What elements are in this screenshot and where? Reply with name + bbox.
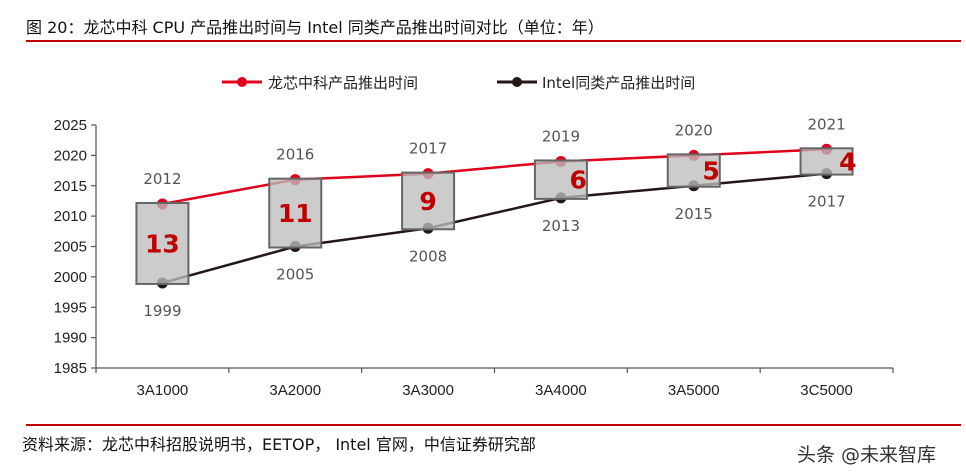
x-category-label: 3A1000: [137, 382, 189, 399]
legend: 龙芯中科产品推出时间 Intel同类产品推出时间: [222, 74, 695, 92]
gap-box: [268, 177, 323, 249]
series-line-intel: [162, 172, 827, 285]
y-tick-label: 2020: [54, 147, 87, 164]
gap-box: [799, 147, 854, 176]
y-tick-label: 1985: [54, 360, 87, 377]
gap-box: [401, 171, 456, 231]
gap-box: [666, 153, 721, 188]
y-tick-label: 2025: [54, 117, 87, 134]
figure-title: 图 20：龙芯中科 CPU 产品推出时间与 Intel 同类产品推出时间对比（单…: [26, 18, 604, 37]
gap-box: [533, 159, 588, 200]
data-label-intel: 1999: [143, 302, 181, 320]
data-label-loongson: 2016: [276, 146, 314, 164]
y-tick-label: 1995: [54, 299, 87, 316]
gap-boxes: [135, 147, 854, 285]
series-lines: [162, 148, 827, 285]
source-note: 资料来源：龙芯中科招股说明书，EETOP， Intel 官网，中信证券研究部: [22, 435, 536, 454]
legend-label-intel: Intel同类产品推出时间: [542, 74, 695, 92]
y-tick-label: 2010: [54, 208, 87, 225]
gap-label: 4: [839, 147, 856, 176]
x-category-label: 3A4000: [535, 382, 587, 399]
footer-divider: [26, 424, 961, 426]
data-label-loongson: 2021: [807, 115, 845, 133]
data-label-intel: 2015: [675, 205, 713, 223]
data-label-intel: 2005: [276, 266, 314, 284]
title-divider: [26, 40, 961, 42]
legend-item-loongson: 龙芯中科产品推出时间: [222, 74, 418, 92]
gap-box: [135, 201, 190, 285]
legend-swatch-marker-intel: [512, 77, 522, 87]
data-label-loongson: 2012: [143, 170, 181, 188]
legend-item-intel: Intel同类产品推出时间: [497, 74, 695, 92]
series-line-loongson: [162, 148, 827, 206]
data-label-intel: 2013: [542, 217, 580, 235]
chart: 龙芯中科产品推出时间 Intel同类产品推出时间 1985 1990 1995 200…: [54, 74, 894, 399]
gap-label: 13: [145, 229, 180, 258]
data-label-loongson: 2019: [542, 127, 580, 145]
legend-label-loongson: 龙芯中科产品推出时间: [268, 74, 418, 92]
data-label-intel: 2008: [409, 247, 447, 265]
y-tick-label: 2000: [54, 269, 87, 286]
x-category-label: 3A2000: [269, 382, 321, 399]
gap-label: 9: [419, 187, 436, 216]
y-tick-label: 2005: [54, 239, 87, 256]
gap-label: 5: [702, 157, 719, 186]
gap-label: 6: [570, 166, 587, 195]
y-tick-label: 1990: [54, 330, 87, 347]
series-markers: [156, 143, 833, 289]
legend-swatch-marker-loongson: [237, 77, 247, 87]
data-label-loongson: 2020: [675, 121, 713, 139]
watermark: 头条 @未来智库: [796, 444, 936, 466]
x-category-label: 3C5000: [800, 382, 853, 399]
x-category-label: 3A3000: [402, 382, 454, 399]
data-label-intel: 2017: [807, 193, 845, 211]
gap-label: 11: [278, 199, 313, 228]
x-category-label: 3A5000: [668, 382, 720, 399]
y-tick-label: 2015: [54, 178, 87, 195]
data-labels: 2012 2016 2017 2019 2020 2021 1999 2005 2008 2013…: [143, 115, 856, 320]
axes: 1985 1990 1995 2000 2005 2010 2015 2020 2025 3A10…: [54, 117, 894, 399]
data-label-loongson: 2017: [409, 140, 447, 158]
